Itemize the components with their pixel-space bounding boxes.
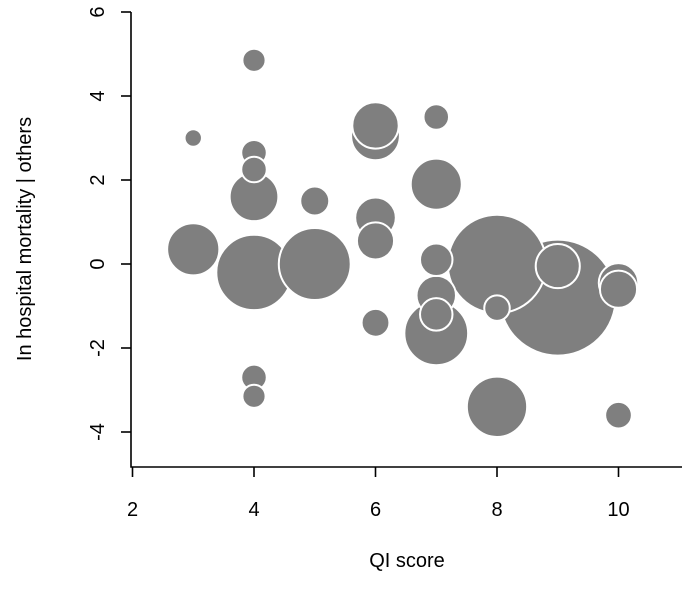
y-tick-label: 2 <box>87 174 109 185</box>
bubble-point <box>419 297 454 332</box>
bubble-point <box>534 243 581 290</box>
y-tick-label: 0 <box>87 258 109 269</box>
y-tick-label: -2 <box>87 339 109 357</box>
x-tick-label: 8 <box>491 499 502 521</box>
bubble-point <box>355 221 396 261</box>
bubble-point <box>598 269 639 309</box>
bubble-layer <box>166 47 640 438</box>
y-axis-line <box>130 12 682 468</box>
x-tick-label: 2 <box>127 499 138 521</box>
bubble-point <box>483 294 511 322</box>
y-axis-title: In hospital mortality | others <box>14 117 36 361</box>
y-tick-label: 6 <box>87 6 109 17</box>
bubble-point <box>360 307 391 338</box>
bubble-point <box>419 242 454 278</box>
bubble-point <box>409 157 463 211</box>
bubble-point <box>241 47 267 73</box>
bubble-point <box>240 155 268 184</box>
bubble-point <box>183 128 203 148</box>
x-axis-title: QI score <box>369 550 445 572</box>
y-tick-label: 4 <box>87 90 109 101</box>
bubble-point <box>465 375 529 438</box>
x-axis-ticks: 2 4 6 8 10 <box>127 467 630 521</box>
bubble-point <box>299 185 331 217</box>
y-axis-ticks: -4 -2 0 2 4 6 <box>87 6 131 441</box>
bubble-point <box>166 222 221 277</box>
bubble-point <box>422 103 451 131</box>
x-tick-label: 6 <box>370 499 381 521</box>
y-tick-label: -4 <box>87 423 109 441</box>
x-tick-label: 10 <box>607 499 629 521</box>
bubble-point <box>277 227 352 301</box>
x-tick-label: 4 <box>248 499 259 521</box>
axes <box>130 12 682 468</box>
bubble-point <box>604 400 633 430</box>
bubble-point <box>351 101 400 150</box>
bubble-point <box>241 383 267 409</box>
